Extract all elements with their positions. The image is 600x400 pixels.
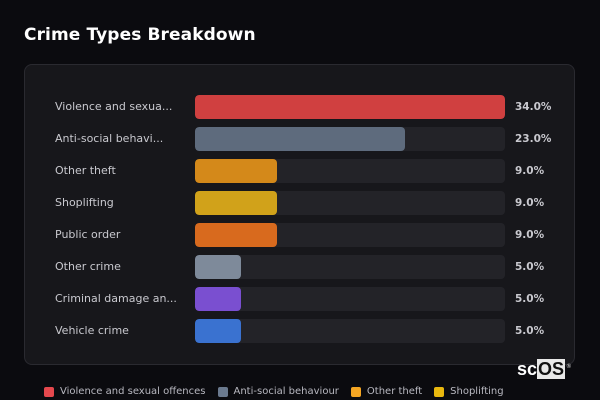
legend-swatch-icon: [217, 386, 228, 397]
bar-label: Violence and sexua...: [55, 100, 173, 113]
bar-track: [195, 255, 505, 279]
bar-row[interactable]: Violence and sexua... 34.0%: [25, 95, 574, 119]
legend-label: Anti-social behaviour: [233, 386, 339, 397]
bar-track: [195, 95, 505, 119]
logo-text-sc: sc: [517, 359, 538, 379]
bar-track: [195, 223, 505, 247]
bar-label: Anti-social behavi...: [55, 132, 164, 145]
legend-item[interactable]: Other theft: [350, 386, 423, 397]
bar-row[interactable]: Vehicle crime 5.0%: [25, 319, 574, 343]
bar-row[interactable]: Shoplifting 9.0%: [25, 191, 574, 215]
bar-label: Vehicle crime: [55, 324, 129, 337]
legend-item[interactable]: Shoplifting: [434, 386, 504, 397]
bar-fill[interactable]: [195, 127, 405, 151]
bar-fill[interactable]: [195, 159, 278, 183]
bar-fill[interactable]: [195, 287, 241, 311]
bar-label: Shoplifting: [55, 196, 114, 209]
bar-value: 9.0%: [515, 229, 545, 241]
bar-value: 23.0%: [515, 133, 552, 145]
bar-track: [195, 287, 505, 311]
bar-label: Criminal damage an...: [55, 292, 177, 305]
legend-swatch-icon: [434, 386, 445, 397]
legend-swatch-icon: [350, 386, 361, 397]
bar-track: [195, 159, 505, 183]
bar-fill[interactable]: [195, 223, 278, 247]
bar-row[interactable]: Other theft 9.0%: [25, 159, 574, 183]
bar-track: [195, 191, 505, 215]
bar-label: Other crime: [55, 260, 121, 273]
bar-track: [195, 127, 505, 151]
bar-value: 9.0%: [515, 197, 545, 209]
bar-track: [195, 319, 505, 343]
bar-value: 5.0%: [515, 293, 545, 305]
bar-row[interactable]: Anti-social behavi... 23.0%: [25, 127, 574, 151]
bar-value: 9.0%: [515, 165, 545, 177]
bar-fill[interactable]: [195, 191, 278, 215]
bar-row[interactable]: Criminal damage an... 5.0%: [25, 287, 574, 311]
legend-label: Shoplifting: [450, 386, 504, 397]
legend-item[interactable]: Anti-social behaviour: [217, 386, 339, 397]
registered-mark: ®: [566, 364, 572, 370]
bar-fill[interactable]: [195, 95, 505, 119]
logo-text-os: OS: [537, 359, 566, 379]
bar-value: 5.0%: [515, 261, 545, 273]
bar-fill[interactable]: [195, 255, 241, 279]
bar-label: Other theft: [55, 164, 116, 177]
chart-card: Violence and sexua... 34.0% Anti-social be…: [24, 64, 575, 365]
legend-swatch-icon: [44, 386, 54, 397]
bar-label: Public order: [55, 228, 121, 241]
bar-value: 34.0%: [515, 101, 552, 113]
bar-row[interactable]: Other crime 5.0%: [25, 255, 574, 279]
bar-fill[interactable]: [195, 319, 241, 343]
legend-item[interactable]: Violence and sexual offences: [44, 386, 206, 397]
bar-row[interactable]: Public order 9.0%: [25, 223, 574, 247]
page-title: Crime Types Breakdown: [24, 25, 256, 45]
legend-label: Violence and sexual offences: [60, 386, 206, 397]
bar-value: 5.0%: [515, 325, 545, 337]
chart-legend: Violence and sexual offences Anti-social …: [44, 386, 504, 397]
scos-logo: scOS ®: [517, 359, 571, 379]
legend-label: Other theft: [366, 386, 423, 397]
